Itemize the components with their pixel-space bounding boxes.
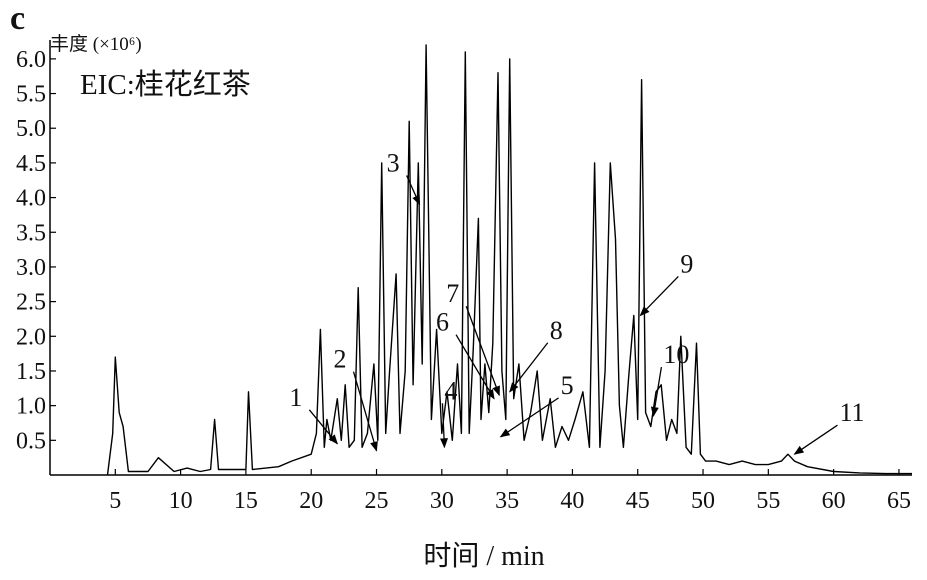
x-tick-label: 35 xyxy=(495,488,519,514)
y-tick-label: 4.5 xyxy=(16,151,46,177)
panel-label: c xyxy=(10,0,25,37)
x-ticks: 5 10 15 20 25 30 35 40 45 50 55 60 65 xyxy=(109,469,911,514)
series-group xyxy=(106,44,912,476)
series-line xyxy=(106,44,912,476)
peak-arrow xyxy=(465,306,500,397)
x-tick-label: 20 xyxy=(299,488,323,514)
peak-label: 1 xyxy=(289,383,302,412)
peak-label: 9 xyxy=(680,249,693,278)
peak-label: 10 xyxy=(663,340,689,369)
x-tick-label: 50 xyxy=(691,488,715,514)
peak-arrow xyxy=(352,371,378,452)
y-tick-label: 2.5 xyxy=(16,290,46,316)
y-tick-label: 3.5 xyxy=(16,220,46,246)
peak-arrow xyxy=(406,175,421,206)
peak-label: 11 xyxy=(839,398,864,427)
peak-label: 5 xyxy=(561,371,574,400)
peak-label: 3 xyxy=(387,149,400,178)
x-axis-label: 时间 / min xyxy=(423,540,544,572)
y-tick-label: 3.0 xyxy=(16,255,46,281)
x-tick-label: 40 xyxy=(560,488,584,514)
peak-arrow xyxy=(440,403,449,449)
peak-arrow xyxy=(650,366,663,418)
y-tick-label: 5.5 xyxy=(16,82,46,108)
y-tick-label: 0.5 xyxy=(16,428,46,454)
peak-arrow xyxy=(509,342,549,393)
x-tick-label: 5 xyxy=(109,488,121,514)
x-tick-label: 65 xyxy=(887,488,911,514)
x-tick-label: 60 xyxy=(822,488,846,514)
peak-label: 4 xyxy=(444,376,457,405)
peak-labels: 1 2 3 4 5 67 8 9 10 11 xyxy=(289,149,865,455)
peak-label: 8 xyxy=(550,316,563,345)
peak-label: 2 xyxy=(334,345,347,374)
peak-label: 7 xyxy=(446,279,459,308)
peak-arrow xyxy=(793,424,838,455)
chart-annotation: EIC:桂花红茶 xyxy=(80,68,251,101)
y-tick-label: 1.5 xyxy=(16,359,46,385)
peak-arrow xyxy=(455,334,495,400)
y-ticks: 0.5 1.0 1.5 2.0 2.5 3.0 3.5 4.0 4.5 5.0 5.5 6.0 xyxy=(16,47,56,454)
x-tick-label: 25 xyxy=(365,488,389,514)
y-axis-label: 丰度 (×10⁶) xyxy=(50,33,142,55)
x-tick-label: 10 xyxy=(169,488,193,514)
peak-arrow xyxy=(499,397,559,438)
peak-label: 6 xyxy=(436,308,449,337)
x-tick-label: 45 xyxy=(626,488,650,514)
peak-arrow xyxy=(308,409,338,445)
peak-arrow xyxy=(639,276,679,317)
y-tick-label: 1.0 xyxy=(16,394,46,420)
y-tick-label: 4.0 xyxy=(16,186,46,212)
x-tick-label: 15 xyxy=(234,488,258,514)
y-tick-label: 2.0 xyxy=(16,324,46,350)
x-tick-label: 30 xyxy=(430,488,454,514)
y-tick-label: 5.0 xyxy=(16,116,46,142)
x-tick-label: 55 xyxy=(756,488,780,514)
y-tick-label: 6.0 xyxy=(16,47,46,73)
